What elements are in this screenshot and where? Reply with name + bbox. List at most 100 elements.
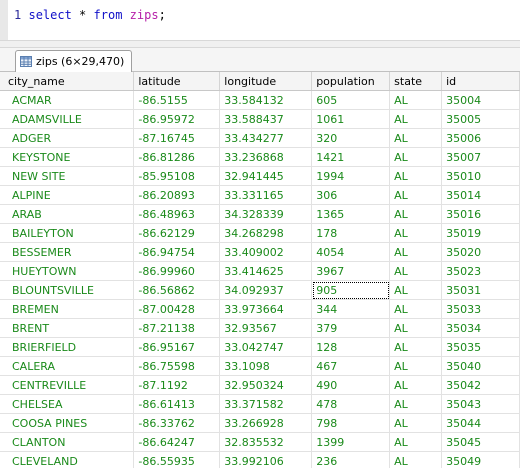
table-row[interactable]: ARAB -86.48963 34.328339 1365 AL 35016 (0, 204, 520, 224)
cell-id[interactable]: 35035 (441, 337, 520, 357)
cell-state[interactable]: AL (389, 299, 443, 319)
column-header-state[interactable]: state (389, 72, 443, 91)
cell-latitude[interactable]: -86.5155 (133, 90, 221, 110)
cell-id[interactable]: 35033 (441, 299, 520, 319)
sql-editor[interactable]: 1 select * from zips; (0, 0, 520, 40)
cell-id[interactable]: 35034 (441, 318, 520, 338)
cell-state[interactable]: AL (389, 109, 443, 129)
cell-id[interactable]: 35019 (441, 223, 520, 243)
cell-longitude[interactable]: 32.950324 (219, 375, 313, 395)
cell-latitude[interactable]: -87.00428 (133, 299, 221, 319)
cell-latitude[interactable]: -87.1192 (133, 375, 221, 395)
cell-state[interactable]: AL (389, 223, 443, 243)
cell-longitude[interactable]: 33.236868 (219, 147, 313, 167)
cell-city-name[interactable]: CLEVELAND (0, 451, 135, 468)
cell-state[interactable]: AL (389, 375, 443, 395)
cell-population[interactable]: 1421 (311, 147, 391, 167)
cell-city-name[interactable]: KEYSTONE (0, 147, 135, 167)
pane-splitter[interactable] (0, 40, 520, 48)
cell-latitude[interactable]: -87.16745 (133, 128, 221, 148)
cell-state[interactable]: AL (389, 394, 443, 414)
cell-city-name[interactable]: CHELSEA (0, 394, 135, 414)
cell-latitude[interactable]: -86.55935 (133, 451, 221, 468)
cell-city-name[interactable]: ADGER (0, 128, 135, 148)
cell-city-name[interactable]: ADAMSVILLE (0, 109, 135, 129)
cell-id[interactable]: 35042 (441, 375, 520, 395)
cell-population[interactable]: 478 (311, 394, 391, 414)
cell-longitude[interactable]: 33.042747 (219, 337, 313, 357)
cell-city-name[interactable]: ALPINE (0, 185, 135, 205)
cell-state[interactable]: AL (389, 128, 443, 148)
cell-id[interactable]: 35016 (441, 204, 520, 224)
column-header-longitude[interactable]: longitude (219, 72, 313, 91)
cell-population[interactable]: 490 (311, 375, 391, 395)
cell-population[interactable]: 905 (311, 280, 391, 300)
table-row[interactable]: NEW SITE -85.95108 32.941445 1994 AL 35010 (0, 166, 520, 186)
cell-latitude[interactable]: -86.64247 (133, 432, 221, 452)
cell-population[interactable]: 3967 (311, 261, 391, 281)
cell-longitude[interactable]: 33.434277 (219, 128, 313, 148)
sql-line-1[interactable]: 1 select * from zips; (14, 8, 166, 22)
cell-id[interactable]: 35044 (441, 413, 520, 433)
cell-id[interactable]: 35014 (441, 185, 520, 205)
column-header-city-name[interactable]: city_name (0, 72, 135, 91)
cell-city-name[interactable]: BAILEYTON (0, 223, 135, 243)
cell-longitude[interactable]: 34.328339 (219, 204, 313, 224)
cell-state[interactable]: AL (389, 166, 443, 186)
table-row[interactable]: ALPINE -86.20893 33.331165 306 AL 35014 (0, 185, 520, 205)
cell-longitude[interactable]: 33.584132 (219, 90, 313, 110)
cell-id[interactable]: 35010 (441, 166, 520, 186)
cell-longitude[interactable]: 34.092937 (219, 280, 313, 300)
table-row[interactable]: ADAMSVILLE -86.95972 33.588437 1061 AL 35005 (0, 109, 520, 129)
cell-state[interactable]: AL (389, 90, 443, 110)
cell-population[interactable]: 379 (311, 318, 391, 338)
table-row[interactable]: BRENT -87.21138 32.93567 379 AL 35034 (0, 318, 520, 338)
column-header-id[interactable]: id (441, 72, 520, 91)
table-row[interactable]: BREMEN -87.00428 33.973664 344 AL 35033 (0, 299, 520, 319)
cell-longitude[interactable]: 33.973664 (219, 299, 313, 319)
cell-population[interactable]: 1365 (311, 204, 391, 224)
cell-population[interactable]: 306 (311, 185, 391, 205)
cell-state[interactable]: AL (389, 242, 443, 262)
cell-id[interactable]: 35007 (441, 147, 520, 167)
cell-city-name[interactable]: CENTREVILLE (0, 375, 135, 395)
cell-longitude[interactable]: 33.331165 (219, 185, 313, 205)
cell-population[interactable]: 1061 (311, 109, 391, 129)
table-row[interactable]: CLANTON -86.64247 32.835532 1399 AL 35045 (0, 432, 520, 452)
cell-latitude[interactable]: -86.95972 (133, 109, 221, 129)
column-header-population[interactable]: population (311, 72, 391, 91)
cell-longitude[interactable]: 33.409002 (219, 242, 313, 262)
cell-latitude[interactable]: -86.75598 (133, 356, 221, 376)
cell-id[interactable]: 35043 (441, 394, 520, 414)
table-row[interactable]: HUEYTOWN -86.99960 33.414625 3967 AL 35023 (0, 261, 520, 281)
cell-population[interactable]: 1399 (311, 432, 391, 452)
cell-latitude[interactable]: -87.21138 (133, 318, 221, 338)
table-row[interactable]: BAILEYTON -86.62129 34.268298 178 AL 35019 (0, 223, 520, 243)
cell-latitude[interactable]: -86.99960 (133, 261, 221, 281)
table-row[interactable]: CLEVELAND -86.55935 33.992106 236 AL 35049 (0, 451, 520, 468)
cell-population[interactable]: 467 (311, 356, 391, 376)
cell-city-name[interactable]: CLANTON (0, 432, 135, 452)
cell-population[interactable]: 320 (311, 128, 391, 148)
cell-population[interactable]: 4054 (311, 242, 391, 262)
cell-id[interactable]: 35004 (441, 90, 520, 110)
cell-state[interactable]: AL (389, 432, 443, 452)
cell-latitude[interactable]: -86.62129 (133, 223, 221, 243)
cell-state[interactable]: AL (389, 280, 443, 300)
cell-state[interactable]: AL (389, 318, 443, 338)
cell-city-name[interactable]: BRIERFIELD (0, 337, 135, 357)
table-row[interactable]: ACMAR -86.5155 33.584132 605 AL 35004 (0, 90, 520, 110)
cell-state[interactable]: AL (389, 204, 443, 224)
cell-longitude[interactable]: 33.266928 (219, 413, 313, 433)
cell-longitude[interactable]: 32.835532 (219, 432, 313, 452)
cell-population[interactable]: 798 (311, 413, 391, 433)
cell-city-name[interactable]: CALERA (0, 356, 135, 376)
cell-population[interactable]: 236 (311, 451, 391, 468)
cell-id[interactable]: 35045 (441, 432, 520, 452)
cell-latitude[interactable]: -86.81286 (133, 147, 221, 167)
cell-longitude[interactable]: 33.371582 (219, 394, 313, 414)
cell-latitude[interactable]: -86.56862 (133, 280, 221, 300)
cell-longitude[interactable]: 32.941445 (219, 166, 313, 186)
cell-longitude[interactable]: 34.268298 (219, 223, 313, 243)
cell-city-name[interactable]: BESSEMER (0, 242, 135, 262)
